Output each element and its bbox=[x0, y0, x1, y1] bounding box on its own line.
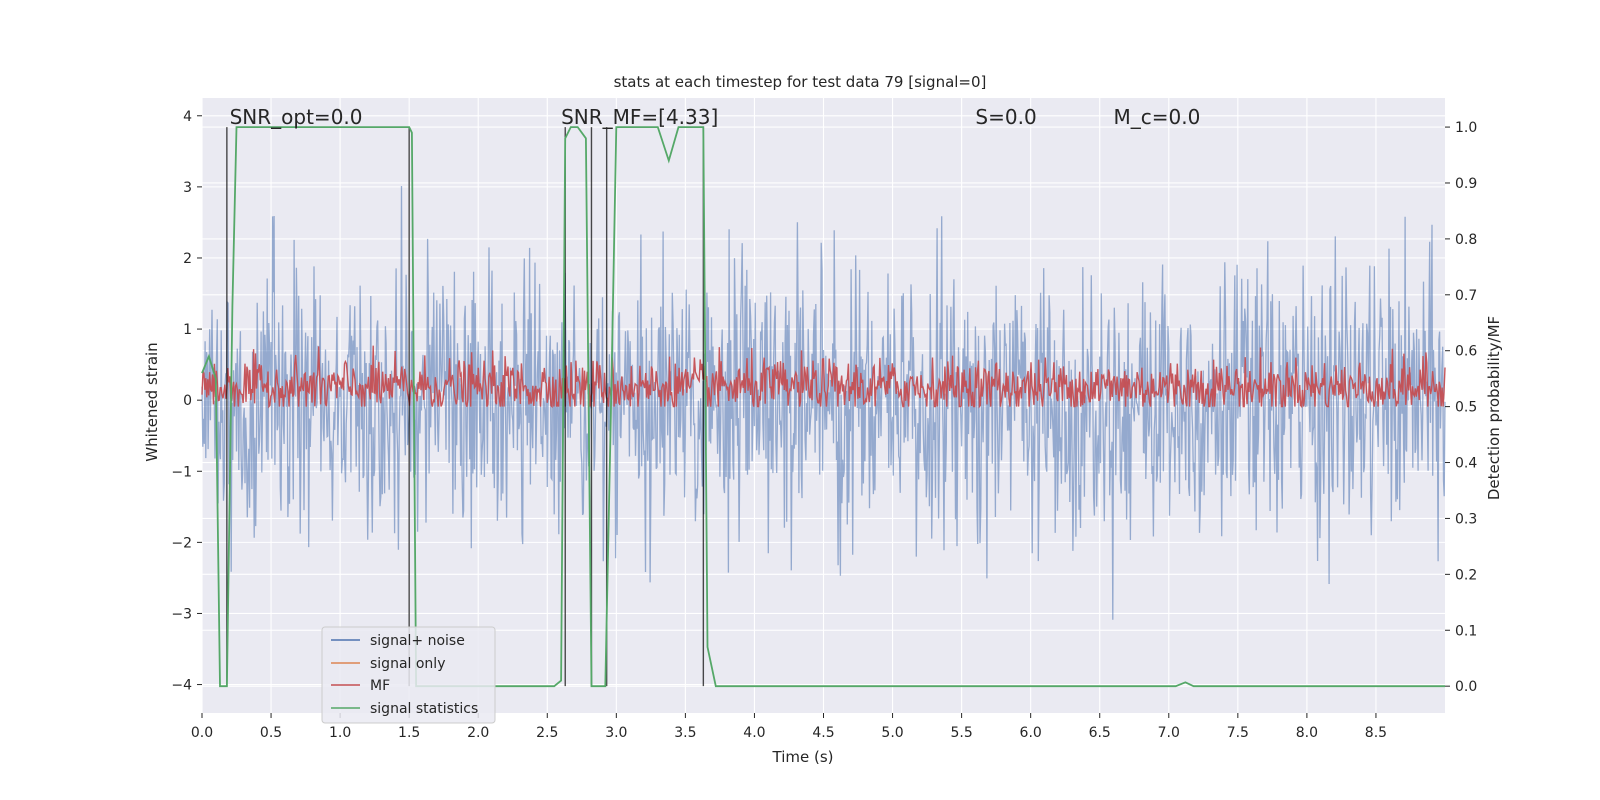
y-left-tick-label: −2 bbox=[171, 535, 192, 551]
annotation-text: SNR_opt=0.0 bbox=[230, 105, 363, 129]
x-tick-label: 8.0 bbox=[1296, 725, 1318, 741]
y-left-tick-label: 3 bbox=[183, 180, 192, 196]
y-right-tick-label: 0.1 bbox=[1455, 623, 1477, 639]
y-right-tick-label: 0.6 bbox=[1455, 344, 1477, 360]
y-right-axis-label: Detection probability/MF bbox=[1485, 316, 1503, 500]
x-tick-label: 1.5 bbox=[398, 725, 420, 741]
legend-box bbox=[321, 626, 496, 724]
y-left-tick-label: 2 bbox=[183, 251, 192, 267]
y-left-tick-label: −3 bbox=[171, 606, 192, 622]
legend-label-signal-only: signal only bbox=[370, 656, 445, 672]
chart-title: stats at each timestep for test data 79 … bbox=[614, 73, 987, 91]
y-right-tick-label: 0.0 bbox=[1455, 679, 1477, 695]
x-tick-label: 5.5 bbox=[950, 725, 972, 741]
y-left-tick-label: 0 bbox=[183, 393, 192, 409]
x-tick-label: 7.5 bbox=[1227, 725, 1249, 741]
x-tick-label: 5.0 bbox=[881, 725, 903, 741]
annotation-text: S=0.0 bbox=[975, 105, 1036, 129]
y-left-axis-label: Whitened strain bbox=[143, 342, 161, 461]
legend-label-signal-statistics: signal statistics bbox=[370, 701, 478, 717]
legend: signal+ noise signal only MF signal stat… bbox=[321, 626, 496, 724]
x-tick-label: 1.0 bbox=[329, 725, 351, 741]
x-tick-label: 4.0 bbox=[743, 725, 765, 741]
x-axis-label: Time (s) bbox=[772, 748, 834, 766]
y-right-tick-label: 0.2 bbox=[1455, 567, 1477, 583]
x-tick-label: 4.5 bbox=[812, 725, 834, 741]
x-tick-label: 6.0 bbox=[1020, 725, 1042, 741]
x-tick-label: 6.5 bbox=[1089, 725, 1111, 741]
y-left-tick-label: −4 bbox=[171, 678, 192, 694]
x-tick-label: 0.0 bbox=[191, 725, 213, 741]
x-tick-label: 8.5 bbox=[1365, 725, 1387, 741]
signal-statistics-line bbox=[201, 126, 1445, 688]
legend-label-mf: MF bbox=[370, 678, 390, 694]
x-tick-label: 2.0 bbox=[467, 725, 489, 741]
y-right-tick-label: 0.7 bbox=[1455, 288, 1477, 304]
y-right-tick-label: 0.4 bbox=[1455, 456, 1477, 472]
series-signal-statistics bbox=[201, 126, 1445, 688]
y-right-tick-label: 0.5 bbox=[1455, 400, 1477, 416]
x-tick-label: 0.5 bbox=[260, 725, 282, 741]
annotation-text: M_c=0.0 bbox=[1114, 105, 1201, 129]
x-tick-label: 3.5 bbox=[674, 725, 696, 741]
y-right-tick-label: 0.9 bbox=[1455, 176, 1477, 192]
x-axis-ticks: 0.0 0.5 1.0 1.5 2.0 2.5 3.0 3.5 4.0 4.5 5.0 5.5 6.0 6… bbox=[191, 713, 1387, 741]
x-tick-label: 3.0 bbox=[605, 725, 627, 741]
y-right-axis-ticks: 0.0 0.1 0.2 0.3 0.4 0.5 0.6 0.7 0.8 0.9 1.0 bbox=[1445, 120, 1477, 695]
y-left-tick-label: 1 bbox=[183, 322, 192, 338]
y-left-axis-ticks: −4 −3 −2 −1 0 1 2 3 4 bbox=[171, 109, 202, 694]
y-left-tick-label: 4 bbox=[183, 109, 192, 125]
x-tick-label: 2.5 bbox=[536, 725, 558, 741]
x-tick-label: 7.0 bbox=[1158, 725, 1180, 741]
annotations: SNR_opt=0.0 SNR_MF=[4.33] S=0.0 M_c=0.0 bbox=[230, 105, 1201, 129]
y-right-tick-label: 0.8 bbox=[1455, 232, 1477, 248]
legend-label-signal-noise: signal+ noise bbox=[370, 633, 465, 649]
annotation-text: SNR_MF=[4.33] bbox=[561, 105, 718, 129]
y-right-tick-label: 0.3 bbox=[1455, 511, 1477, 527]
y-right-tick-label: 1.0 bbox=[1455, 120, 1477, 136]
y-left-tick-label: −1 bbox=[171, 464, 192, 480]
